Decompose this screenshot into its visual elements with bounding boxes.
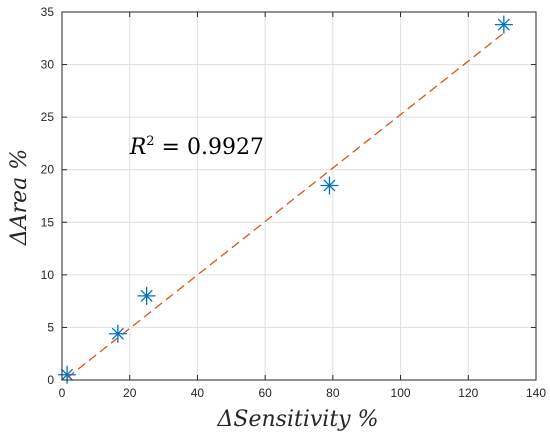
x-tick-label: 140 (526, 386, 546, 400)
annotation-base: R (129, 135, 147, 160)
grid (61, 11, 537, 381)
x-tick-label: 120 (458, 386, 478, 400)
x-tick-label: 100 (391, 386, 411, 400)
y-axis-label: ΔArea % (7, 149, 32, 246)
y-tick-label: 10 (41, 268, 55, 282)
annotation-rest: = 0.9927 (155, 135, 264, 160)
y-tick-labels: 0 5 10 15 20 25 30 35 (41, 5, 55, 387)
x-tick-label: 80 (326, 386, 340, 400)
y-tick-label: 20 (41, 163, 55, 177)
y-tick-label: 5 (47, 320, 54, 334)
fit-line-layer (66, 32, 505, 379)
axis-ticks (61, 11, 537, 381)
x-axis-label: ΔSensitivity % (217, 407, 379, 432)
y-tick-label: 15 (41, 215, 55, 229)
plot-frame (61, 11, 537, 381)
x-tick-label: 0 (59, 386, 66, 400)
x-tick-labels: 0 20 40 60 80 100 120 140 (59, 386, 547, 400)
data-point (58, 365, 77, 384)
x-tick-label: 60 (258, 386, 272, 400)
y-tick-label: 25 (41, 110, 55, 124)
y-tick-label: 0 (47, 373, 54, 387)
y-tick-label: 35 (41, 5, 55, 19)
x-tick-label: 40 (191, 386, 205, 400)
data-point (494, 15, 513, 34)
r-squared-annotation: R2 = 0.9927 (129, 134, 264, 160)
data-point (137, 286, 156, 305)
y-tick-label: 30 (41, 58, 55, 72)
data-points (58, 15, 513, 384)
data-point (108, 324, 127, 343)
x-tick-label: 20 (123, 386, 137, 400)
fit-line (66, 32, 505, 379)
annotation-exponent: 2 (146, 134, 154, 149)
data-point (320, 176, 339, 195)
